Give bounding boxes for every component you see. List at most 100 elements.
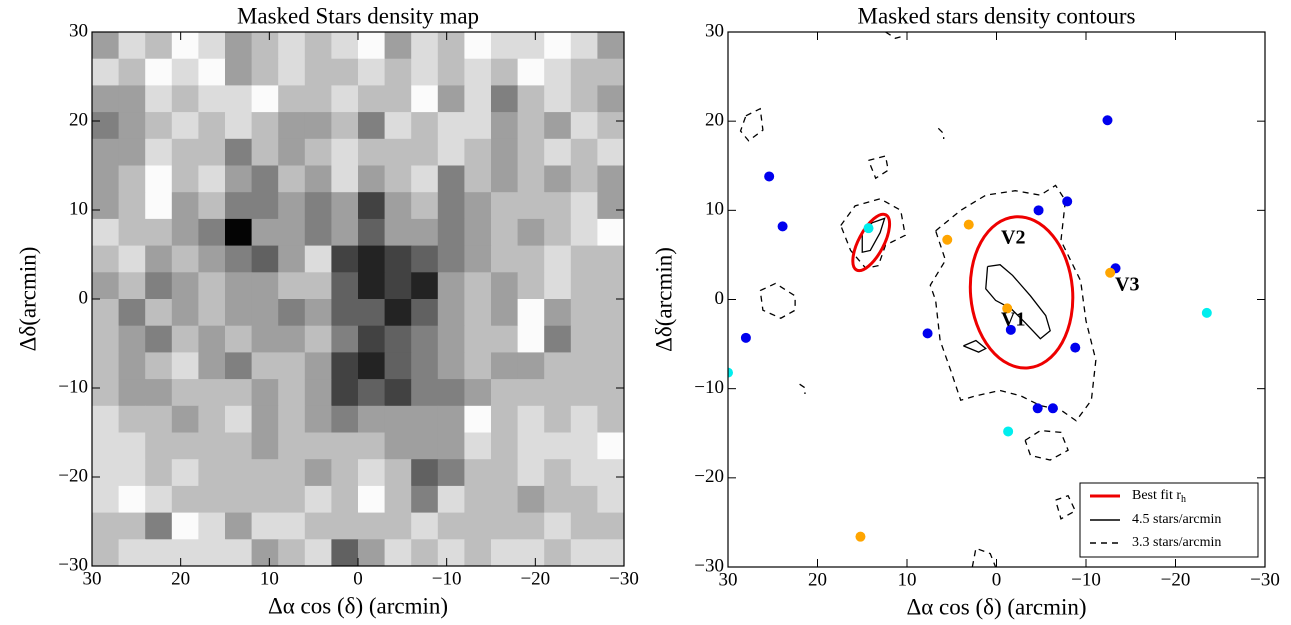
- heat-cell: [118, 245, 146, 273]
- heat-cell: [198, 245, 226, 273]
- star-point: [963, 219, 974, 230]
- heat-cell: [411, 352, 439, 380]
- x-tick-label: 30: [83, 568, 102, 589]
- heat-cell: [118, 459, 146, 487]
- heat-cell: [304, 272, 332, 300]
- heat-cell: [464, 85, 492, 113]
- heat-cell: [517, 245, 545, 273]
- star-point: [942, 234, 953, 245]
- heat-cell: [118, 405, 146, 433]
- heat-cell: [517, 539, 545, 567]
- heat-cell: [544, 325, 572, 353]
- heat-cell: [225, 539, 253, 567]
- x-tick-label: −30: [609, 568, 639, 589]
- heat-cell: [331, 138, 359, 166]
- heat-cell: [92, 405, 120, 433]
- heat-cell: [198, 512, 226, 540]
- heat-cell: [92, 245, 120, 273]
- star-point: [1003, 426, 1014, 437]
- heat-cell: [145, 272, 173, 300]
- heat-cell: [597, 245, 625, 273]
- heat-cell: [491, 112, 519, 140]
- heat-cell: [278, 325, 306, 353]
- contour-line: [759, 282, 796, 319]
- heat-cell: [251, 32, 279, 60]
- heat-cell: [145, 405, 173, 433]
- heat-cell: [411, 192, 439, 220]
- heat-cell: [384, 379, 412, 407]
- heat-cell: [358, 112, 386, 140]
- heat-cell: [384, 325, 412, 353]
- heat-cell: [570, 512, 598, 540]
- heat-cell: [491, 512, 519, 540]
- heat-cell: [464, 218, 492, 247]
- heat-cell: [118, 325, 146, 353]
- heat-cell: [570, 218, 598, 247]
- heat-cell: [198, 352, 226, 380]
- heat-cell: [145, 459, 173, 487]
- heat-cell: [92, 85, 120, 113]
- heat-cell: [145, 299, 173, 327]
- heat-cell: [358, 272, 386, 300]
- contour-line: [937, 127, 945, 139]
- heat-cell: [171, 272, 199, 300]
- heat-cell: [118, 58, 146, 86]
- heat-cell: [437, 165, 465, 193]
- heat-cell: [517, 112, 545, 140]
- heat-cell: [544, 352, 572, 380]
- heat-cell: [384, 58, 412, 86]
- heat-cell: [92, 192, 120, 220]
- heat-cell: [384, 245, 412, 273]
- heat-cell: [544, 192, 572, 220]
- heat-cell: [198, 32, 226, 60]
- heat-cell: [491, 432, 519, 460]
- heat-cell: [517, 85, 545, 113]
- y-tick-label: 30: [705, 20, 724, 41]
- heat-cell: [304, 85, 332, 113]
- heat-cell: [411, 299, 439, 327]
- contour-line: [867, 155, 889, 180]
- heat-cell: [304, 379, 332, 407]
- heat-cell: [92, 512, 120, 540]
- x-tick-label: −20: [1161, 569, 1191, 590]
- heat-cell: [544, 165, 572, 193]
- heat-cell: [331, 512, 359, 540]
- y-axis-label: Δδ(arcmin): [15, 247, 40, 352]
- y-tick-label: 30: [69, 20, 88, 41]
- heat-cell: [278, 512, 306, 540]
- heat-cell: [304, 539, 332, 567]
- legend-label: Best fit rh: [1132, 488, 1186, 505]
- heat-cell: [278, 432, 306, 460]
- heat-cell: [278, 485, 306, 514]
- contour-line: [985, 264, 1051, 340]
- heat-cell: [437, 432, 465, 460]
- heat-cell: [171, 512, 199, 540]
- heat-cell: [145, 539, 173, 567]
- heat-cell: [198, 192, 226, 220]
- heat-cell: [491, 85, 519, 113]
- heat-cell: [411, 485, 439, 514]
- heat-cell: [92, 112, 120, 140]
- heat-cell: [198, 138, 226, 166]
- y-tick-label: −20: [58, 465, 88, 486]
- heat-cell: [570, 379, 598, 407]
- heat-cell: [171, 32, 199, 60]
- heat-cell: [198, 432, 226, 460]
- y-tick-label: 20: [705, 110, 724, 131]
- x-tick-label: 10: [898, 569, 917, 590]
- heat-cell: [544, 432, 572, 460]
- heat-cell: [118, 138, 146, 166]
- heat-cell: [304, 512, 332, 540]
- heat-cell: [171, 485, 199, 514]
- heat-cell: [198, 58, 226, 86]
- heat-cell: [225, 485, 253, 514]
- best-fit-ellipse: [968, 215, 1075, 370]
- heat-cell: [358, 352, 386, 380]
- heat-cell: [251, 272, 279, 300]
- heat-cell: [437, 352, 465, 380]
- heat-cell: [278, 138, 306, 166]
- heat-cell: [437, 539, 465, 567]
- heat-cell: [198, 272, 226, 300]
- heat-cell: [517, 58, 545, 86]
